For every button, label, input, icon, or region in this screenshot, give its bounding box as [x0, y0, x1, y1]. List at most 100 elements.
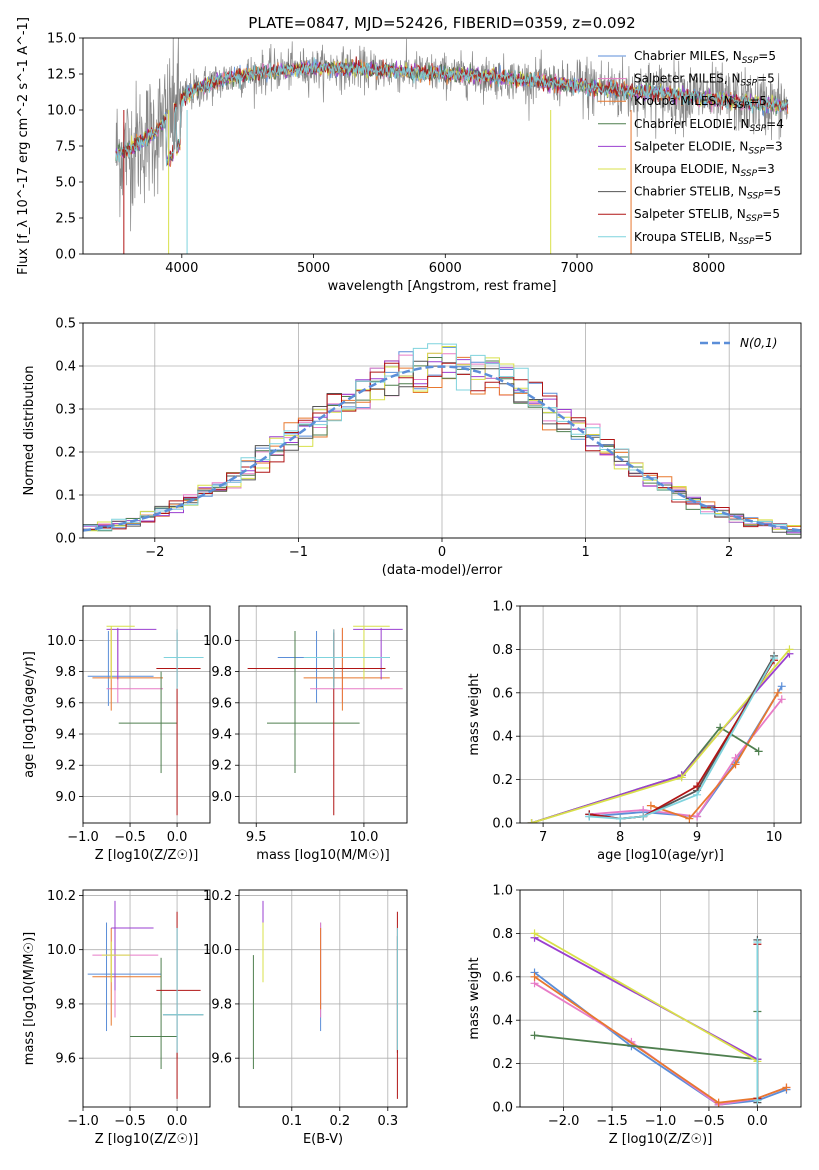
y-tick-label: 0.2 — [55, 446, 76, 461]
weight-point-salpeter_stelib — [693, 782, 702, 791]
weight-point-kroupa_stelib — [770, 654, 779, 663]
x-tick-label: 8000 — [692, 261, 725, 276]
y-tick-label: 0.0 — [55, 532, 76, 547]
y-axis-label: age [log10(age/yr)] — [22, 651, 37, 778]
legend-label: Chabrier ELODIE, N — [634, 117, 750, 131]
x-tick-label: −0.5 — [693, 1114, 725, 1129]
x-tick-label: −0.5 — [114, 830, 146, 845]
legend-tail: =5 — [749, 94, 767, 108]
weight-point-kroupa_elodie — [527, 819, 536, 823]
y-tick-label: 9.4 — [55, 728, 76, 743]
weight-point-chabrier_miles — [777, 682, 786, 691]
y-tick-label: 9.2 — [211, 759, 232, 774]
y-tick-label: 0.6 — [492, 686, 513, 701]
errorbar-kroupa_elodie — [106, 625, 135, 680]
weight-line-kroupa_miles — [533, 976, 787, 1104]
axes-residuals: −2 −1 0 1 2 0.0 0.1 0.2 0.3 0.4 0.5 (data-model)/er… — [22, 317, 802, 578]
errorbar-kroupa_miles — [303, 627, 390, 711]
legend-tail: =5 — [754, 230, 772, 244]
y-tick-label: 9.6 — [211, 1052, 232, 1067]
x-tick-label: 10.0 — [349, 830, 378, 845]
x-axis-label: Z [log10(Z/Z☉)] — [95, 1132, 199, 1147]
x-axis-label: Z [log10(Z/Z☉)] — [609, 1132, 713, 1147]
errorbar-kroupa_elodie — [101, 941, 131, 983]
y-tick-label: 9.8 — [55, 665, 76, 680]
hist-salpeter_stelib — [83, 362, 801, 531]
plot-area — [87, 900, 204, 1099]
weight-point-kroupa_elodie — [677, 773, 686, 782]
legend-sub: SSP — [741, 79, 758, 89]
legend-label: Kroupa ELODIE, N — [634, 162, 741, 176]
normal-curve — [83, 365, 801, 532]
legend-sub: SSP — [748, 146, 765, 156]
errorbar-kroupa_stelib — [163, 629, 204, 689]
weight-point-kroupa_miles — [646, 801, 655, 810]
weight-point-kroupa_elodie — [530, 929, 539, 938]
axes-frame — [82, 605, 211, 824]
plot-area — [527, 645, 794, 823]
y-tick-label: 9.6 — [55, 696, 76, 711]
weight-point-kroupa_elodie — [785, 645, 794, 654]
x-tick-label: −2.0 — [548, 1114, 580, 1129]
y-tick-label: 2.5 — [55, 212, 76, 227]
legend-entry: Kroupa MILES, NSSP=5 — [634, 94, 767, 111]
axes-frame — [519, 889, 802, 1108]
y-tick-label: 10.2 — [47, 889, 76, 904]
weight-point-kroupa_miles — [530, 972, 539, 981]
x-tick-label: 9 — [693, 830, 701, 845]
axes-weight_vs_age: 7 8 9 10 0.0 0.2 0.4 0.6 0.8 1.0 age [log10(age/yr… — [467, 600, 802, 863]
axes-frame — [519, 605, 802, 824]
legend-tail: =5 — [762, 207, 780, 221]
weight-point-chabrier_elodie — [754, 747, 763, 756]
y-tick-label: 9.8 — [211, 665, 232, 680]
axes-age_vs_mass: 9.5 10.0 9.0 9.2 9.4 9.6 9.8 10.0 mass [log10(M/… — [203, 605, 408, 863]
y-tick-label: 0.1 — [55, 489, 76, 504]
y-tick-label: 0.6 — [492, 970, 513, 985]
x-tick-label: 0.2 — [329, 1114, 350, 1129]
weight-point-kroupa_stelib — [616, 814, 625, 823]
legend-tail: =3 — [765, 139, 783, 153]
y-tick-label: 0.0 — [55, 248, 76, 263]
legend-label: Chabrier STELIB, N — [634, 185, 747, 199]
legend-entry: Chabrier ELODIE, NSSP=4 — [634, 117, 784, 134]
errorbar-salpeter_elodie — [111, 900, 154, 991]
plot-area — [115, 38, 789, 254]
x-tick-label: −0.5 — [114, 1114, 146, 1129]
y-tick-label: 0.8 — [492, 643, 513, 658]
y-tick-label: 0.4 — [492, 730, 513, 745]
plot-area — [530, 929, 791, 1107]
plot-area — [83, 343, 801, 535]
y-tick-label: 10.0 — [47, 634, 76, 649]
errorbar-salpeter_stelib — [156, 911, 201, 1099]
x-tick-label: 4000 — [165, 261, 198, 276]
errorbar-chabrier_miles — [277, 630, 367, 703]
x-tick-label: 5000 — [297, 261, 330, 276]
y-tick-label: 0.8 — [492, 927, 513, 942]
legend-entry: Kroupa STELIB, NSSP=5 — [634, 230, 772, 247]
legend-label: Kroupa STELIB, N — [634, 230, 738, 244]
x-tick-label: 0.0 — [167, 830, 188, 845]
weight-point-kroupa_miles — [731, 760, 740, 769]
plot-area — [87, 625, 204, 816]
weight-point-chabrier_elodie — [530, 1031, 539, 1040]
x-tick-label: −1.0 — [67, 1114, 99, 1129]
y-axis-label: mass weight — [467, 957, 482, 1039]
x-tick-label: 7000 — [560, 261, 593, 276]
hist-kroupa_miles — [83, 356, 801, 527]
errorbar-kroupa_stelib — [303, 629, 390, 689]
weight-point-kroupa_stelib — [639, 812, 648, 821]
y-tick-label: 0.5 — [55, 317, 76, 332]
x-tick-label: 0.0 — [167, 1114, 188, 1129]
legend-tail: =5 — [757, 72, 775, 86]
x-axis-label: Z [log10(Z/Z☉)] — [95, 848, 199, 863]
legend-sub: SSP — [750, 124, 767, 134]
hist-kroupa_stelib — [83, 343, 801, 531]
legend-entry: Salpeter MILES, NSSP=5 — [634, 72, 775, 89]
y-tick-label: 0.3 — [55, 403, 76, 418]
axes-age_vs_Z: −1.0 −0.5 0.0 9.0 9.2 9.4 9.6 9.8 10.0 Z [log10(Z… — [22, 605, 211, 863]
errorbar-chabrier_elodie — [267, 630, 360, 774]
legend-sub: SSP — [741, 169, 758, 179]
x-tick-label: −1.5 — [596, 1114, 628, 1129]
